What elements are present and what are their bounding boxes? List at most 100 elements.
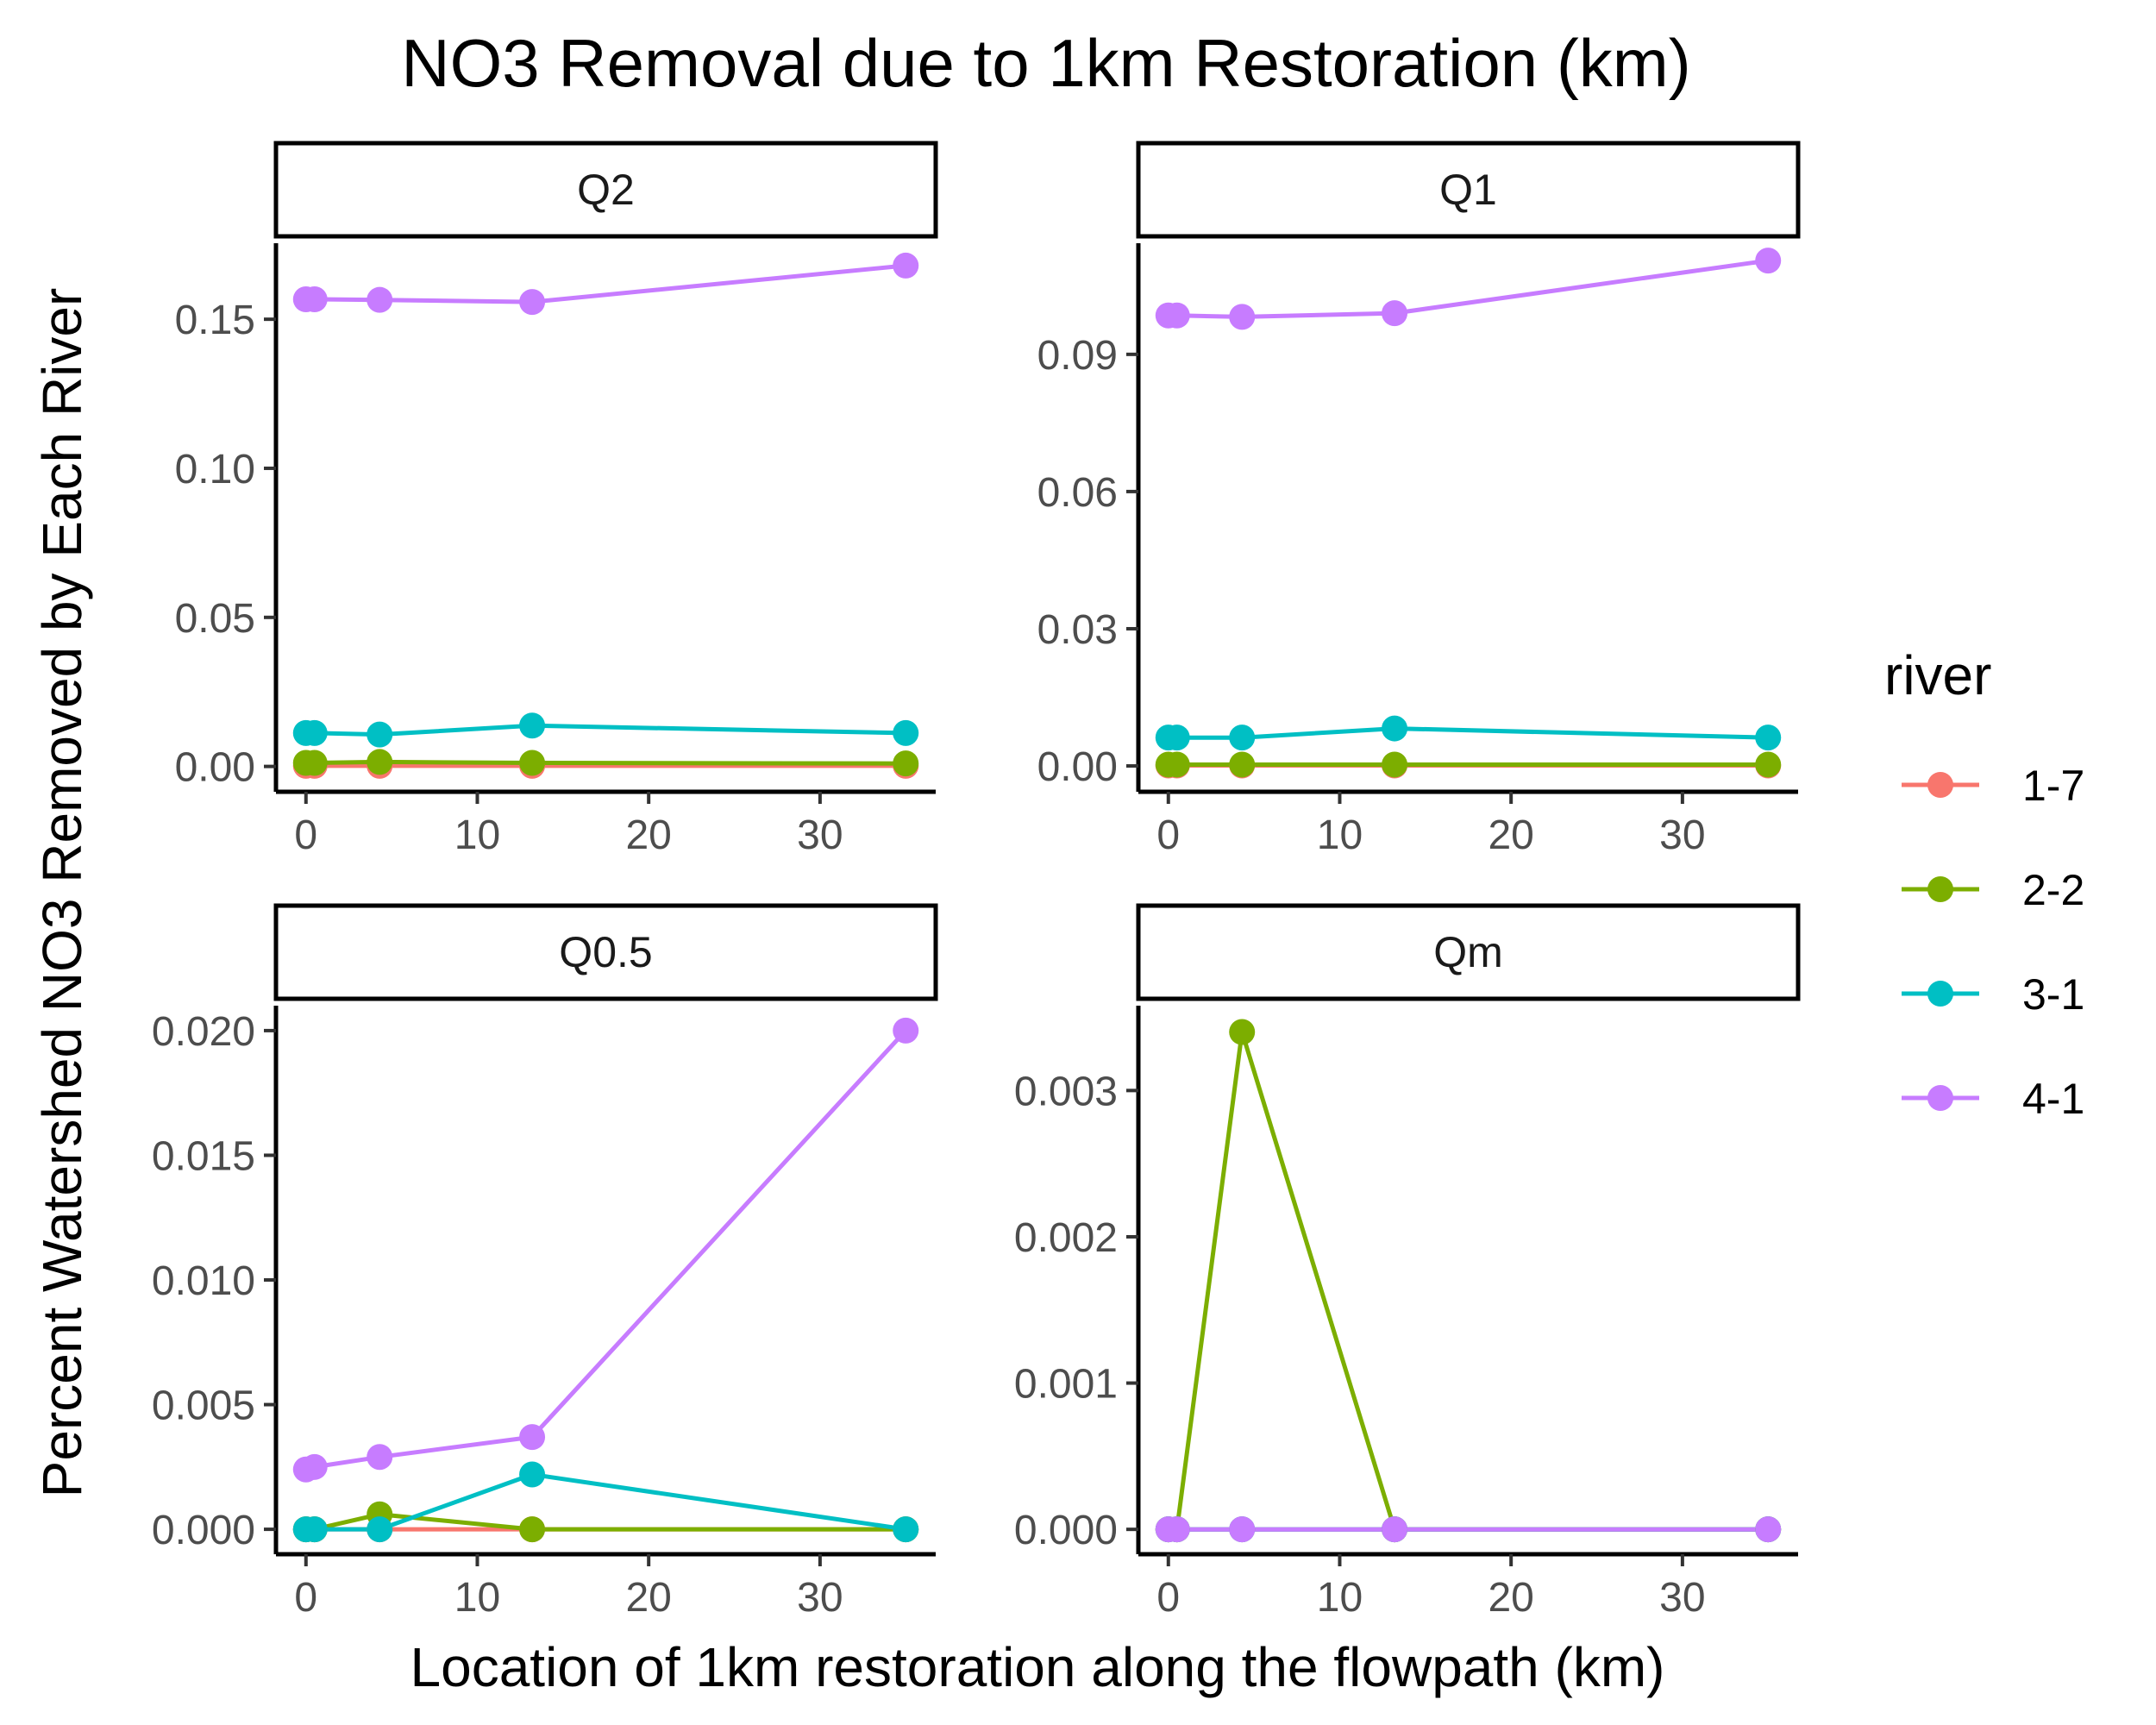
legend-key-point — [1927, 981, 1953, 1007]
data-point-2-2 — [1755, 751, 1782, 778]
x-axis-label: Location of 1km restoration along the fl… — [411, 1636, 1665, 1698]
facet-strip — [1136, 141, 1801, 239]
chart-title: NO3 Removal due to 1km Restoration (km) — [401, 25, 1691, 101]
x-tick-label: 0 — [1156, 1575, 1180, 1621]
facet-panel-q1: Q1 0.00 0.03 0.06 0.09 0 10 20 30 — [1037, 141, 1801, 858]
facet-strip-label: Q1 — [1439, 166, 1497, 214]
data-point-4-1 — [519, 1424, 546, 1451]
data-point-4-1 — [1382, 1516, 1408, 1543]
facet-strip-label: Q0.5 — [559, 928, 652, 976]
y-tick-label: 0.015 — [152, 1133, 255, 1179]
data-point-3-1 — [893, 719, 919, 746]
y-axis-label: Percent Watershed NO3 Removed by Each Ri… — [31, 288, 93, 1498]
y-tick-label: 0.00 — [175, 745, 255, 791]
series-line-2-2 — [1168, 1030, 1769, 1532]
data-point-3-1 — [1229, 724, 1256, 751]
data-point-4-1 — [893, 252, 919, 279]
series-line-3-1 — [1168, 726, 1769, 740]
data-point-4-1 — [1382, 300, 1408, 327]
y-tick-label: 0.15 — [175, 298, 255, 343]
data-point-3-1 — [519, 712, 546, 739]
x-tick-label: 30 — [1659, 812, 1705, 858]
facet-panels: Q2 0.00 0.05 0.10 0.15 0 10 20 30 Q1 0.00 0.03 0.06 0… — [152, 141, 1801, 1621]
data-point-4-1 — [1755, 248, 1782, 274]
data-point-4-1 — [301, 285, 328, 312]
legend-label: 2-2 — [2022, 866, 2084, 914]
x-tick-label: 20 — [1488, 812, 1533, 858]
facet-panel-q0_5: Q0.5 0.000 0.005 0.010 0.015 0.020 0 10 20 30 — [152, 903, 938, 1621]
y-tick-label: 0.000 — [152, 1508, 255, 1553]
facet-strip — [273, 141, 938, 239]
legend-label: 4-1 — [2022, 1075, 2084, 1123]
facet-strip-label: Q2 — [577, 166, 635, 214]
data-point-2-2 — [519, 1516, 546, 1543]
series-line-3-1 — [305, 723, 906, 737]
data-point-2-2 — [893, 750, 919, 777]
data-point-2-2 — [1229, 751, 1256, 778]
y-tick-label: 0.10 — [175, 447, 255, 492]
legend-key-point — [1927, 1085, 1953, 1111]
y-tick-label: 0.020 — [152, 1009, 255, 1055]
y-tick-label: 0.002 — [1014, 1215, 1118, 1261]
y-tick-label: 0.005 — [152, 1383, 255, 1429]
x-tick-label: 0 — [294, 1575, 317, 1621]
y-tick-label: 0.03 — [1037, 607, 1118, 653]
series-line-3-1 — [305, 1472, 906, 1532]
data-point-2-2 — [1229, 1019, 1256, 1045]
legend-label: 1-7 — [2022, 762, 2084, 810]
y-tick-label: 0.000 — [1014, 1508, 1118, 1553]
x-tick-label: 30 — [797, 1575, 843, 1621]
data-point-3-1 — [367, 721, 393, 748]
x-tick-label: 0 — [1156, 812, 1180, 858]
legend-key-point — [1927, 876, 1953, 902]
data-point-4-1 — [893, 1017, 919, 1044]
data-point-4-1 — [1229, 304, 1256, 330]
facet-panel-q2: Q2 0.00 0.05 0.10 0.15 0 10 20 30 — [175, 141, 938, 858]
x-tick-label: 10 — [1317, 1575, 1363, 1621]
data-point-3-1 — [893, 1516, 919, 1543]
y-tick-label: 0.06 — [1037, 470, 1118, 516]
data-point-2-2 — [301, 750, 328, 776]
x-tick-label: 10 — [454, 1575, 500, 1621]
data-point-3-1 — [519, 1461, 546, 1488]
facet-strip-label: Qm — [1433, 928, 1503, 976]
data-point-2-2 — [1382, 751, 1408, 778]
series-line-2-2 — [305, 759, 906, 766]
y-tick-label: 0.010 — [152, 1258, 255, 1304]
x-tick-label: 10 — [454, 812, 500, 858]
legend-key-point — [1927, 772, 1953, 798]
data-point-3-1 — [301, 1516, 328, 1543]
data-point-3-1 — [1163, 724, 1190, 751]
data-point-4-1 — [367, 1444, 393, 1471]
data-point-4-1 — [1163, 1516, 1190, 1543]
data-point-4-1 — [1229, 1516, 1256, 1543]
facet-strip — [1136, 903, 1801, 1001]
data-point-2-2 — [519, 750, 546, 776]
x-tick-label: 20 — [625, 812, 671, 858]
y-tick-label: 0.001 — [1014, 1362, 1118, 1408]
series-line-4-1 — [305, 263, 906, 304]
x-tick-label: 30 — [1659, 1575, 1705, 1621]
y-tick-label: 0.09 — [1037, 333, 1118, 379]
data-point-4-1 — [301, 1453, 328, 1480]
y-tick-label: 0.05 — [175, 596, 255, 642]
data-point-4-1 — [367, 286, 393, 313]
data-point-4-1 — [1163, 302, 1190, 329]
x-tick-label: 10 — [1317, 812, 1363, 858]
data-point-3-1 — [1382, 715, 1408, 742]
data-point-3-1 — [367, 1516, 393, 1543]
y-tick-label: 0.003 — [1014, 1069, 1118, 1114]
data-point-2-2 — [367, 749, 393, 775]
facet-panel-qm: Qm 0.000 0.001 0.002 0.003 0 10 20 30 — [1014, 903, 1801, 1621]
data-point-3-1 — [1755, 724, 1782, 751]
data-point-2-2 — [1163, 751, 1190, 778]
legend-label: 3-1 — [2022, 970, 2084, 1019]
data-point-4-1 — [519, 289, 546, 316]
data-point-4-1 — [1755, 1516, 1782, 1543]
series-line-4-1 — [1168, 258, 1769, 319]
facet-strip — [273, 903, 938, 1001]
x-tick-label: 20 — [1488, 1575, 1533, 1621]
y-tick-label: 0.00 — [1037, 744, 1118, 790]
series-line-4-1 — [305, 1029, 908, 1472]
